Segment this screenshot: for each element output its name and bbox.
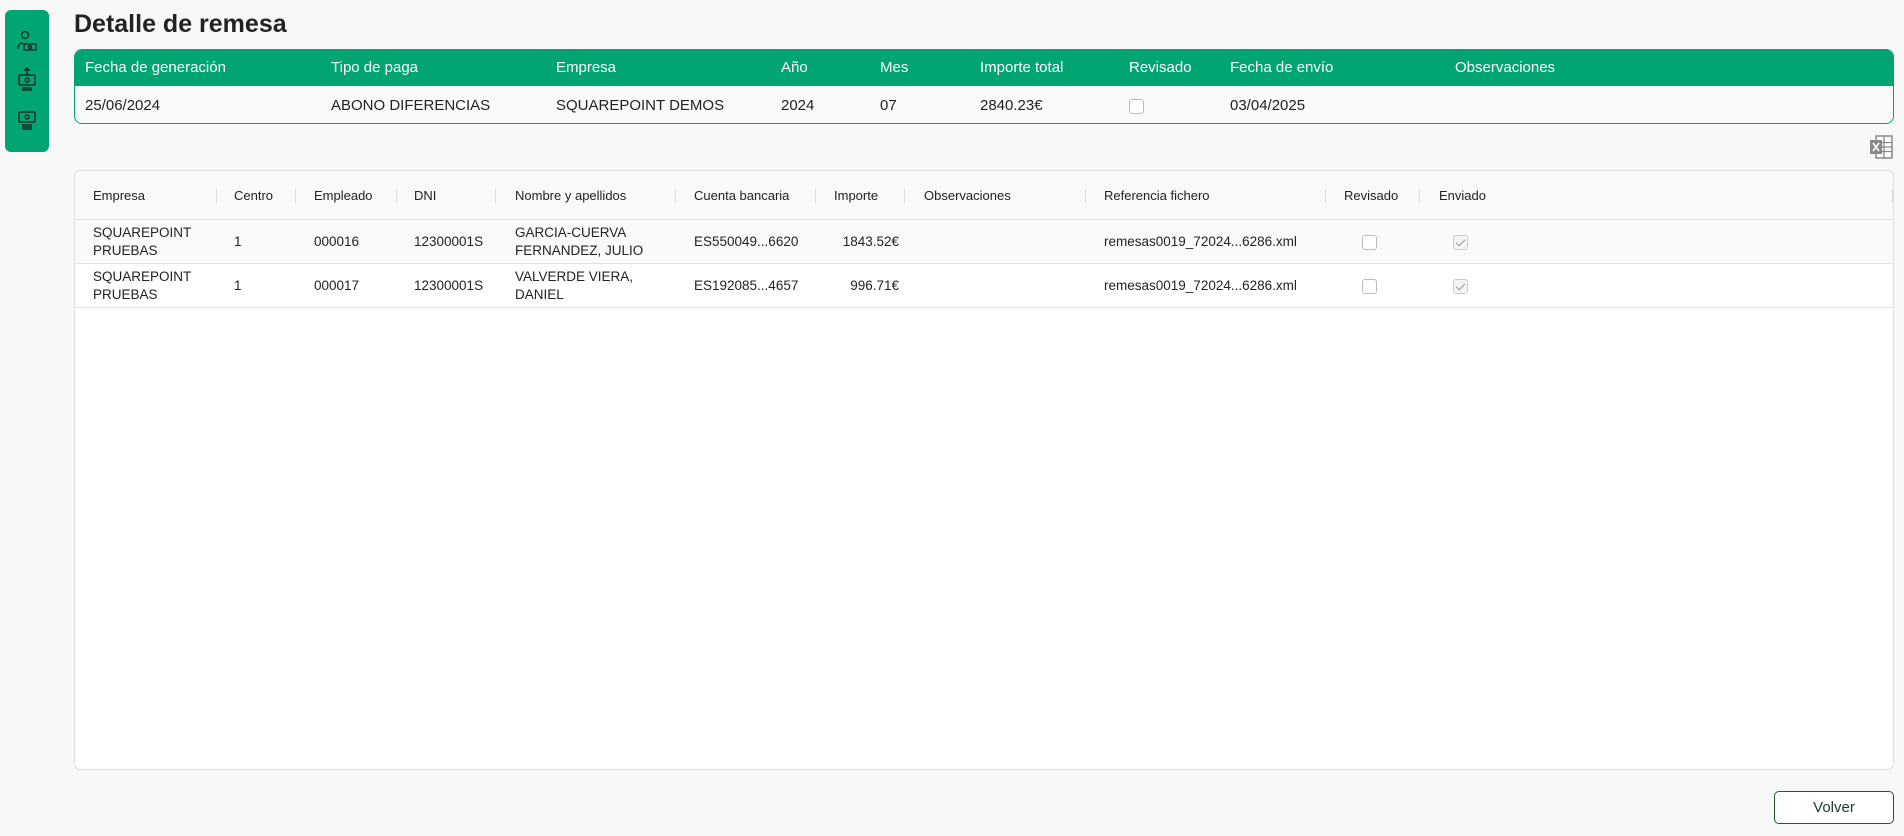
summary-header-fecha-generacion: Fecha de generación [85, 59, 226, 76]
summary-header-anio: Año [781, 59, 808, 76]
cell-empleado: 000016 [314, 234, 360, 249]
col-observaciones[interactable]: Observaciones [924, 188, 1011, 203]
summary-header-fecha-envio: Fecha de envío [1230, 59, 1334, 76]
col-nombre[interactable]: Nombre y apellidos [515, 188, 627, 203]
cell-centro: 1 [234, 278, 242, 293]
page-title: Detalle de remesa [74, 10, 287, 38]
cell-revisado-checkbox[interactable] [1362, 234, 1377, 250]
cell-observaciones [924, 264, 1074, 308]
col-dni[interactable]: DNI [414, 188, 437, 203]
user-money-icon[interactable] [15, 28, 39, 54]
cell-importe: 996.71€ [850, 278, 899, 293]
summary-header-empresa: Empresa [556, 59, 617, 76]
table-row[interactable]: SQUAREPOINT PRUEBAS 1 000017 12300001S VALVE… [75, 264, 1893, 308]
col-empresa[interactable]: Empresa [93, 188, 146, 203]
col-revisado[interactable]: Revisado [1344, 188, 1399, 203]
cell-enviado-checkbox[interactable] [1453, 278, 1468, 294]
summary-header: Fecha de generación Tipo de paga Empresa… [75, 50, 1893, 86]
summary-fecha-generacion: 25/06/2024 [85, 97, 161, 114]
sidebar [5, 10, 49, 152]
cell-empresa: SQUAREPOINT PRUEBAS [93, 225, 192, 258]
col-importe[interactable]: Importe [834, 188, 879, 203]
excel-icon[interactable] [1869, 135, 1893, 159]
money-upload-icon[interactable] [15, 66, 39, 92]
summary-tipo-paga: ABONO DIFERENCIAS [331, 97, 491, 114]
cell-nombre: VALVERDE VIERA, DANIEL [515, 269, 634, 302]
money-stack-icon[interactable] [15, 107, 39, 133]
detail-table: Empresa Centro Empleado DNI Nombre y ape… [74, 170, 1894, 770]
col-empleado[interactable]: Empleado [314, 188, 373, 203]
summary-fecha-envio: 03/04/2025 [1230, 97, 1306, 114]
cell-dni: 12300001S [414, 278, 484, 293]
summary-header-mes: Mes [880, 59, 909, 76]
cell-cuenta: ES550049...6620 [694, 234, 799, 249]
summary-anio: 2024 [781, 97, 815, 114]
cell-referencia: remesas0019_72024...6286.xml [1104, 278, 1297, 293]
col-cuenta[interactable]: Cuenta bancaria [694, 188, 790, 203]
summary-revisado-checkbox[interactable] [1129, 98, 1144, 114]
cell-empleado: 000017 [314, 278, 360, 293]
cell-cuenta: ES192085...4657 [694, 278, 799, 293]
cell-observaciones [924, 220, 1074, 264]
table-row[interactable]: SQUAREPOINT PRUEBAS 1 000016 12300001S GARCI… [75, 220, 1893, 264]
summary-header-importe-total: Importe total [980, 59, 1064, 76]
back-button[interactable]: Volver [1774, 791, 1894, 824]
summary-card: Fecha de generación Tipo de paga Empresa… [74, 49, 1894, 124]
table-header: Empresa Centro Empleado DNI Nombre y ape… [75, 171, 1893, 220]
cell-nombre: GARCIA-CUERVA FERNANDEZ, JULIO [515, 225, 644, 258]
cell-revisado-checkbox[interactable] [1362, 278, 1377, 294]
cell-importe: 1843.52€ [842, 234, 899, 249]
summary-row: 25/06/2024 ABONO DIFERENCIAS SQUAREPOINT… [75, 86, 1893, 123]
cell-centro: 1 [234, 234, 242, 249]
col-centro[interactable]: Centro [234, 188, 274, 203]
summary-empresa: SQUAREPOINT DEMOS [556, 97, 725, 114]
cell-dni: 12300001S [414, 234, 484, 249]
summary-header-observaciones: Observaciones [1455, 59, 1556, 76]
cell-empresa: SQUAREPOINT PRUEBAS [93, 269, 192, 302]
cell-referencia: remesas0019_72024...6286.xml [1104, 234, 1297, 249]
col-enviado[interactable]: Enviado [1439, 188, 1486, 203]
summary-mes: 07 [880, 97, 897, 114]
summary-header-tipo-paga: Tipo de paga [331, 59, 419, 76]
summary-header-revisado: Revisado [1129, 59, 1192, 76]
summary-importe-total: 2840.23€ [980, 97, 1043, 114]
cell-enviado-checkbox[interactable] [1453, 234, 1468, 250]
col-referencia[interactable]: Referencia fichero [1104, 188, 1210, 203]
